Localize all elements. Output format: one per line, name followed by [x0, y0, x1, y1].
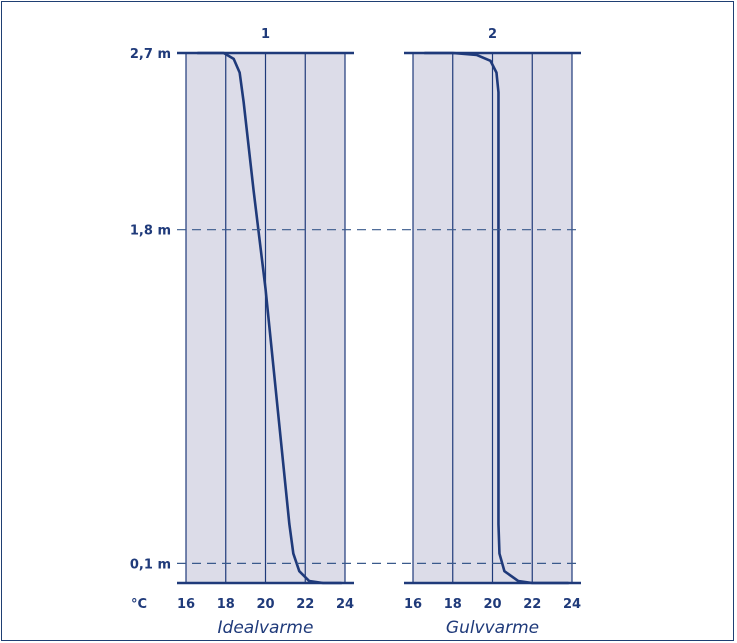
panel-1-x-tick-18: 18 — [217, 597, 235, 612]
panel-1-caption: Idealvarme — [218, 618, 314, 638]
panel-2-x-tick-22: 22 — [523, 597, 541, 612]
panel-2-caption: Gulvvarme — [446, 618, 539, 638]
y-tick-18: 1,8 m — [130, 224, 171, 239]
panel-2-x-tick-16: 16 — [404, 597, 422, 612]
reference-lines — [177, 229, 580, 564]
panel-1-x-tick-20: 20 — [256, 597, 274, 612]
panel-2-series-line — [423, 51, 570, 585]
panel-1-x-tick-22: 22 — [296, 597, 314, 612]
panel-1-x-tick-24: 24 — [336, 597, 354, 612]
x-unit-label: °C — [131, 597, 147, 612]
panel-1-title: 1 — [261, 27, 270, 42]
panels-group — [177, 51, 581, 585]
panel-2-title: 2 — [488, 27, 497, 42]
y-tick-27: 2,7 m — [130, 47, 171, 62]
panel-2-x-tick-20: 20 — [483, 597, 501, 612]
panel-2-x-tick-24: 24 — [563, 597, 581, 612]
panel-1-x-tick-16: 16 — [177, 597, 195, 612]
panel-1-series-line — [196, 51, 343, 585]
labels-group: 16 18 20 22 24 1 Idealvarme °C 16 18 20 22 24 2 Gulvva… — [130, 27, 581, 638]
y-tick-01: 0,1 m — [130, 557, 171, 572]
panel-2-x-tick-18: 18 — [444, 597, 462, 612]
